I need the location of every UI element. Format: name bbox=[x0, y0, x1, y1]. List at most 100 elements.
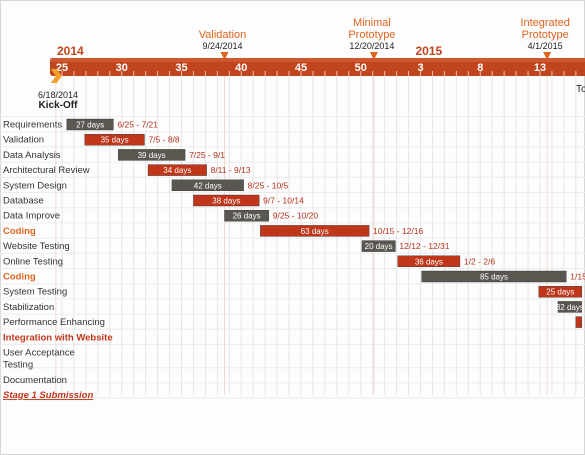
task-row: Data Improve 26 days 9/25 - 10/20 bbox=[3, 209, 319, 222]
milestone-marker bbox=[220, 52, 229, 60]
task-dates: 1/15 bbox=[570, 272, 585, 282]
task-duration: 34 days bbox=[163, 166, 191, 175]
task-name: Website Testing bbox=[3, 241, 70, 252]
cutoff-label: To bbox=[576, 84, 585, 95]
timeline-axis: 25 30 35 40 45 50 3 8 13 2014 2015 bbox=[50, 44, 585, 76]
task-name: Architectural Review bbox=[3, 165, 90, 176]
task-row: Online Testing 36 days 1/2 - 2/6 bbox=[3, 255, 495, 267]
task-name: System Testing bbox=[3, 287, 67, 298]
task-name: Online Testing bbox=[3, 256, 63, 267]
task-bar bbox=[575, 316, 583, 328]
task-name: Database bbox=[3, 196, 44, 207]
task-row: Stage 1 Submission bbox=[3, 390, 93, 401]
milestone-name: Prototype bbox=[348, 29, 395, 41]
task-row: Website Testing 20 days 12/12 - 12/31 bbox=[3, 240, 450, 252]
timeline-band-highlight bbox=[50, 58, 585, 62]
milestone-marker bbox=[369, 52, 378, 60]
task-name: Validation bbox=[3, 135, 44, 146]
task-name: Requirements bbox=[3, 120, 62, 131]
tick-label: 45 bbox=[295, 62, 307, 74]
task-dates: 1/2 - 2/6 bbox=[464, 256, 495, 266]
task-row: Coding 63 days 10/15 - 12/16 bbox=[3, 225, 423, 237]
task-row: Stabilization 32 days bbox=[3, 301, 584, 313]
task-dates: 10/15 - 12/16 bbox=[373, 226, 423, 236]
kickoff-name: Kick-Off bbox=[39, 100, 79, 111]
task-dates: 12/12 - 12/31 bbox=[399, 241, 449, 251]
tick-label: 13 bbox=[534, 62, 546, 74]
task-bar bbox=[421, 270, 567, 283]
task-row: System Design 42 days 8/25 - 10/5 bbox=[3, 179, 289, 192]
task-name: Data Analysis bbox=[3, 150, 61, 161]
task-dates: 8/25 - 10/5 bbox=[248, 180, 289, 190]
kickoff-chevron bbox=[50, 69, 62, 83]
task-duration: 42 days bbox=[194, 181, 222, 190]
task-row: Requirements 27 days 6/25 - 7/21 bbox=[3, 118, 158, 131]
year-label: 2014 bbox=[57, 44, 84, 58]
task-bar bbox=[84, 133, 145, 146]
task-bar bbox=[361, 240, 396, 252]
task-duration: 35 days bbox=[101, 136, 129, 145]
task-dates: 9/7 - 10/14 bbox=[263, 196, 304, 206]
task-rows: Requirements 27 days 6/25 - 7/21 Validation… bbox=[3, 118, 585, 401]
task-row: Coding 85 days 1/15 bbox=[3, 270, 585, 283]
task-bar bbox=[147, 164, 207, 176]
task-row: Integration with Website bbox=[3, 332, 113, 343]
task-bar bbox=[171, 179, 244, 192]
task-dates: 6/25 - 7/21 bbox=[117, 120, 158, 130]
task-duration: 26 days bbox=[233, 212, 261, 221]
milestone-name: Minimal bbox=[353, 17, 391, 29]
task-name: System Design bbox=[3, 180, 67, 191]
task-name: Stage 1 Submission bbox=[3, 390, 93, 401]
timeline-band bbox=[50, 58, 585, 76]
task-row: Validation 35 days 7/5 - 8/8 bbox=[3, 133, 180, 146]
tick-label: 40 bbox=[235, 62, 247, 74]
task-dates: 7/25 - 9/1 bbox=[189, 150, 225, 160]
milestone-date: 4/1/2015 bbox=[528, 41, 563, 51]
task-name: Integration with Website bbox=[3, 332, 113, 343]
task-bar bbox=[117, 149, 186, 161]
task-name: Testing bbox=[3, 360, 33, 371]
task-duration: 20 days bbox=[365, 242, 393, 251]
task-dates: 7/5 - 8/8 bbox=[148, 135, 179, 145]
task-duration: 27 days bbox=[76, 121, 104, 130]
tick-label: 8 bbox=[477, 62, 483, 74]
task-bar bbox=[193, 194, 260, 207]
task-name: Performance Enhancing bbox=[3, 317, 105, 328]
task-duration: 63 days bbox=[301, 227, 329, 236]
task-row: Database 38 days 9/7 - 10/14 bbox=[3, 194, 304, 207]
task-name: User Acceptance bbox=[3, 348, 75, 359]
task-name: Stabilization bbox=[3, 302, 54, 313]
milestone-name: Prototype bbox=[522, 29, 569, 41]
milestone-name: Integrated bbox=[520, 17, 570, 29]
task-bar bbox=[538, 286, 583, 298]
tick-label: 25 bbox=[56, 62, 68, 74]
milestone-date: 9/24/2014 bbox=[202, 41, 242, 51]
task-row: Architectural Review 34 days 8/11 - 9/13 bbox=[3, 164, 251, 176]
tick-label: 3 bbox=[417, 62, 423, 74]
task-bar bbox=[224, 209, 269, 222]
task-row: Performance Enhancing bbox=[3, 316, 583, 328]
task-row: Data Analysis 39 days 7/25 - 9/1 bbox=[3, 149, 225, 161]
task-duration: 38 days bbox=[212, 197, 240, 206]
task-row: Documentation bbox=[3, 375, 67, 386]
task-dates: 8/11 - 9/13 bbox=[211, 165, 251, 175]
tick-label: 50 bbox=[355, 62, 367, 74]
milestones: Validation9/24/2014MinimalPrototype12/20… bbox=[199, 17, 570, 395]
task-bar bbox=[260, 225, 370, 237]
milestone-name: Validation bbox=[199, 29, 247, 41]
task-bar bbox=[66, 118, 114, 131]
task-duration: 25 days bbox=[546, 288, 574, 297]
year-label: 2015 bbox=[416, 44, 443, 58]
task-dates: 9/25 - 10/20 bbox=[273, 211, 319, 221]
kickoff-date: 6/18/2014 bbox=[38, 90, 78, 100]
tick-label: 30 bbox=[116, 62, 128, 74]
milestone-date: 12/20/2014 bbox=[349, 41, 394, 51]
task-duration: 39 days bbox=[138, 151, 166, 160]
tick-label: 35 bbox=[175, 62, 187, 74]
task-duration: 36 days bbox=[415, 257, 443, 266]
